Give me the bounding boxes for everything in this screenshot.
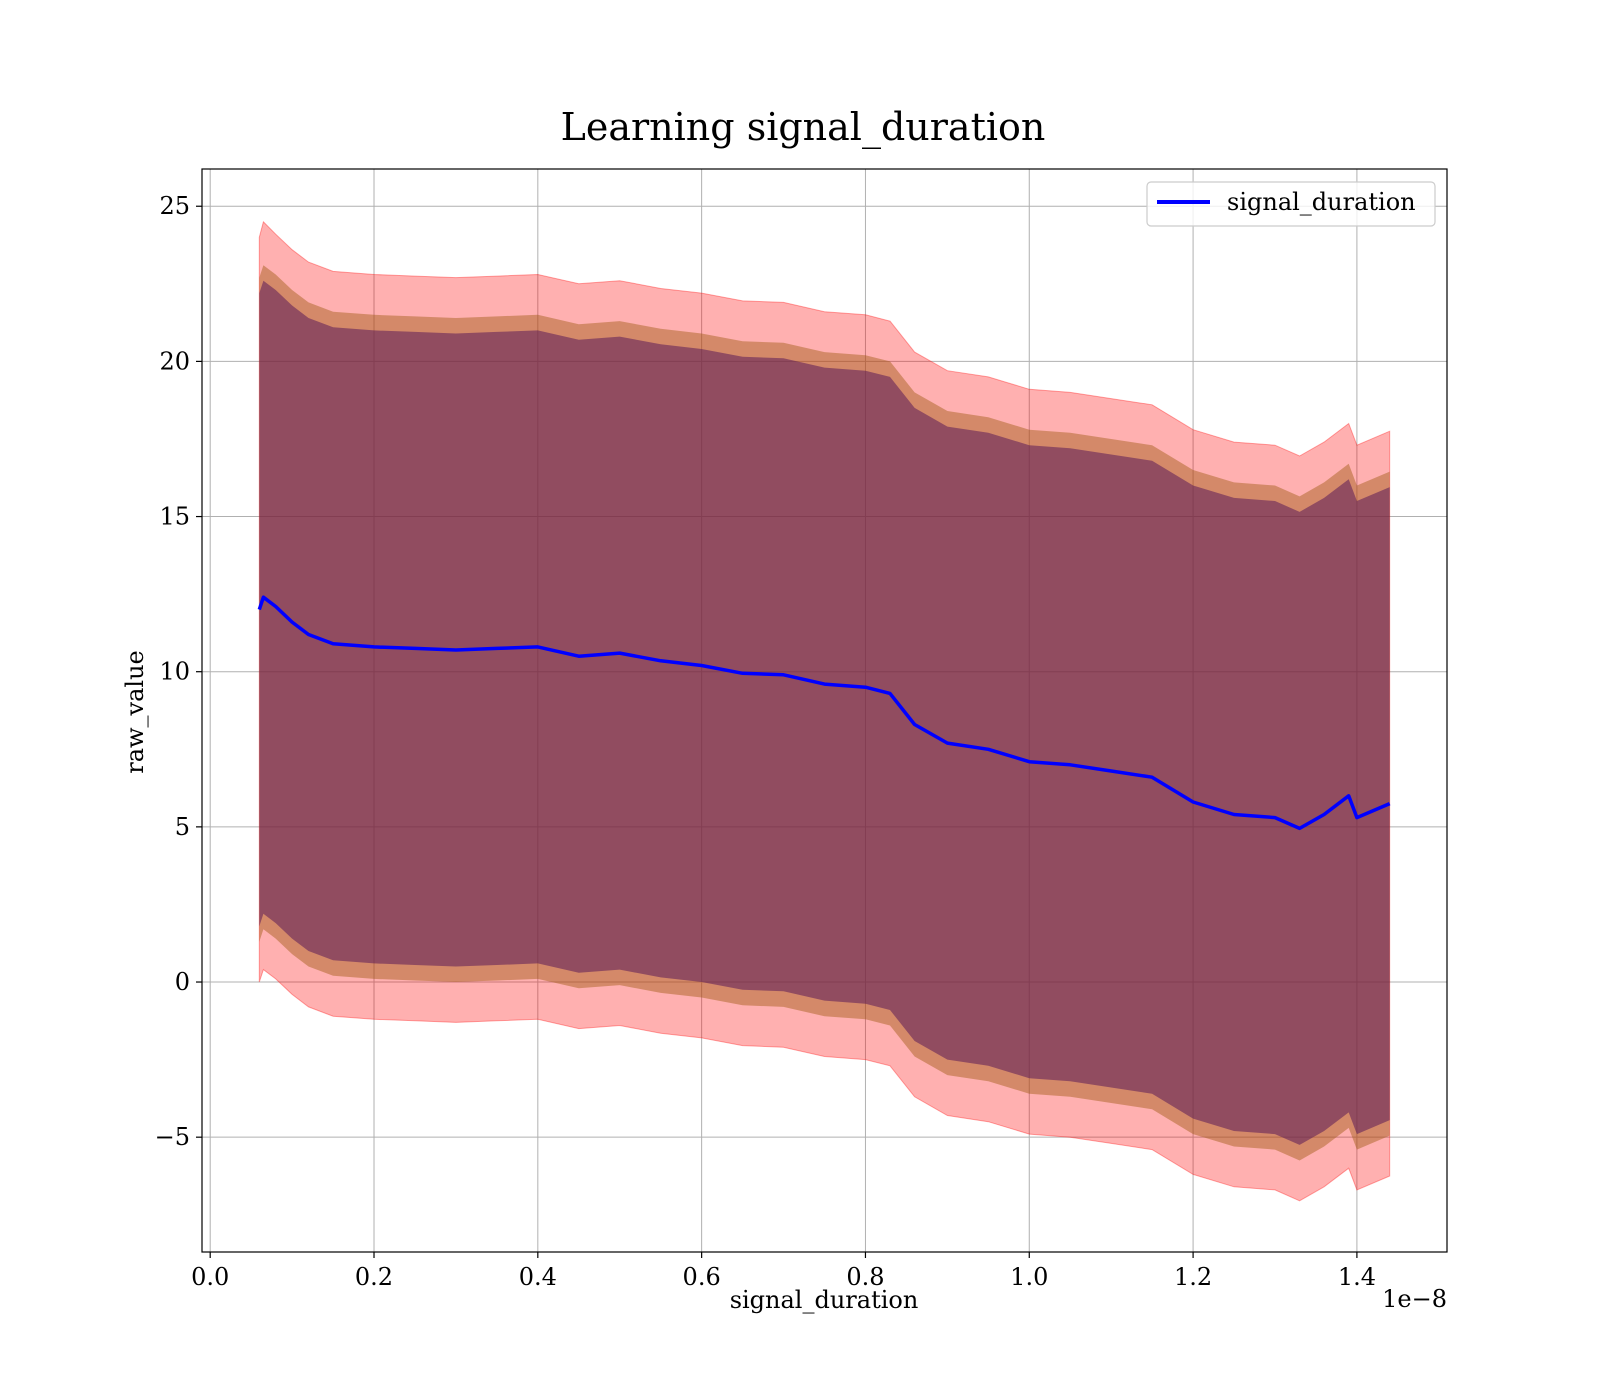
legend-box (1146, 181, 1436, 227)
y-tick-label: 10 (159, 658, 190, 686)
legend: signal_duration (1146, 181, 1436, 227)
x-tick-label: 0.2 (355, 1263, 393, 1291)
y-tick-label: 5 (175, 813, 190, 841)
band-inner (259, 280, 1390, 1145)
x-tick-label: 1.0 (1010, 1263, 1048, 1291)
bands (258, 220, 1391, 1202)
plot-frame (201, 168, 1448, 1253)
y-axis-label: raw_value (121, 650, 149, 774)
y-tick-label: −5 (155, 1123, 190, 1151)
y-tick-label: 20 (159, 347, 190, 375)
y-ticks: −5 0 5 10 15 20 25 (155, 192, 202, 1151)
x-axis-label: signal_duration (730, 1286, 919, 1314)
x-ticks: 0.0 0.2 0.4 0.6 0.8 1.0 1.2 1.4 (191, 1252, 1376, 1291)
y-tick-label: 0 (175, 968, 190, 996)
x-tick-label: 1.4 (1338, 1263, 1376, 1291)
x-tick-label: 0.4 (519, 1263, 557, 1291)
chart-title: Learning signal_duration (561, 105, 1046, 150)
x-tick-label: 1.2 (1174, 1263, 1212, 1291)
series-line-0 (257, 595, 1391, 831)
x-tick-label: 0.6 (683, 1263, 721, 1291)
legend-label-signal-duration: signal_duration (1227, 188, 1416, 216)
x-tick-label: 0.0 (191, 1263, 229, 1291)
y-tick-label: 25 (159, 192, 190, 220)
x-offset-label: 1e−8 (1382, 1285, 1447, 1313)
x-tick-label: 0.8 (846, 1263, 884, 1291)
y-tick-label: 15 (159, 503, 190, 531)
series (257, 595, 1391, 831)
